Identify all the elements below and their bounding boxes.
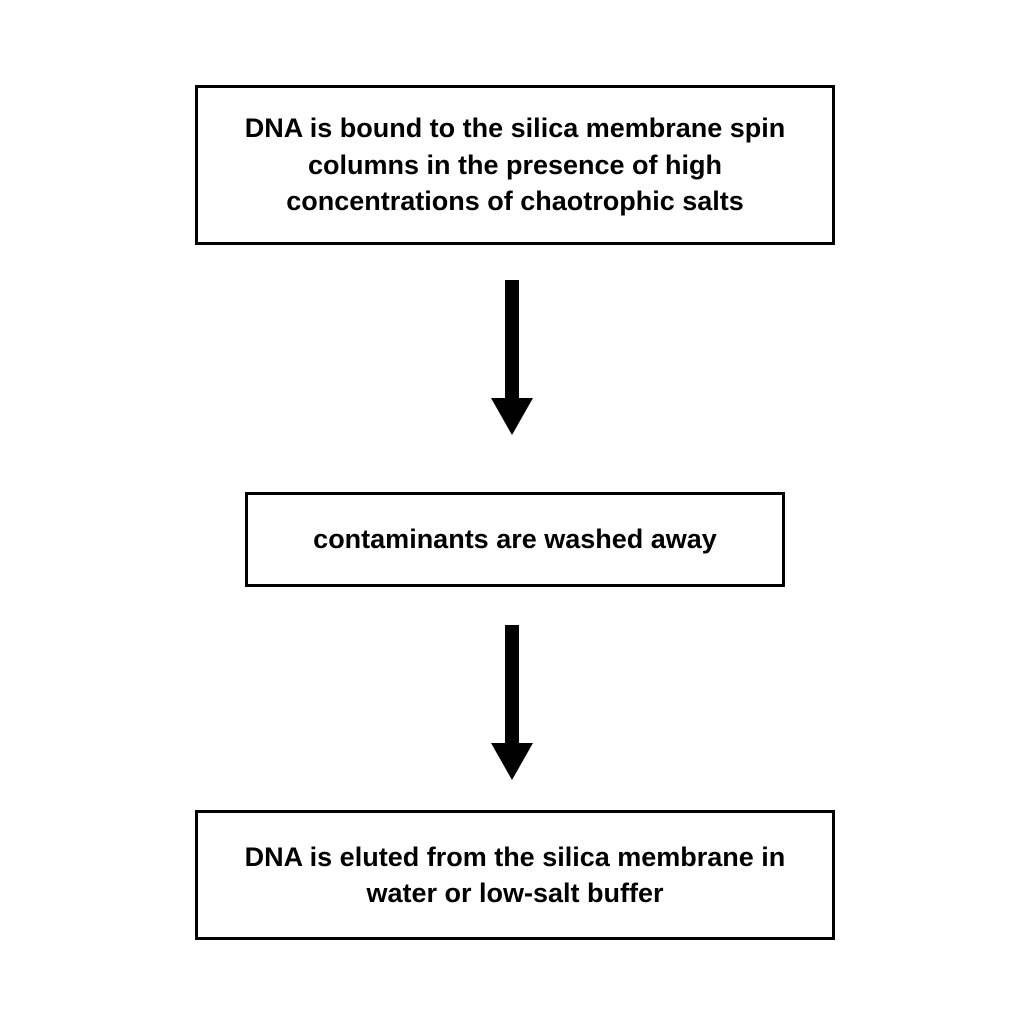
arrow-down-icon xyxy=(487,280,537,440)
flowchart-node-step1: DNA is bound to the silica membrane spin… xyxy=(195,85,835,245)
node-label: DNA is bound to the silica membrane spin… xyxy=(228,110,802,219)
flowchart-node-step3: DNA is eluted from the silica membrane i… xyxy=(195,810,835,940)
node-label: contaminants are washed away xyxy=(313,521,717,557)
flowchart-node-step2: contaminants are washed away xyxy=(245,492,785,587)
arrow-down-icon xyxy=(487,625,537,785)
flowchart-container: DNA is bound to the silica membrane spin… xyxy=(0,0,1024,1024)
node-label: DNA is eluted from the silica membrane i… xyxy=(228,839,802,912)
